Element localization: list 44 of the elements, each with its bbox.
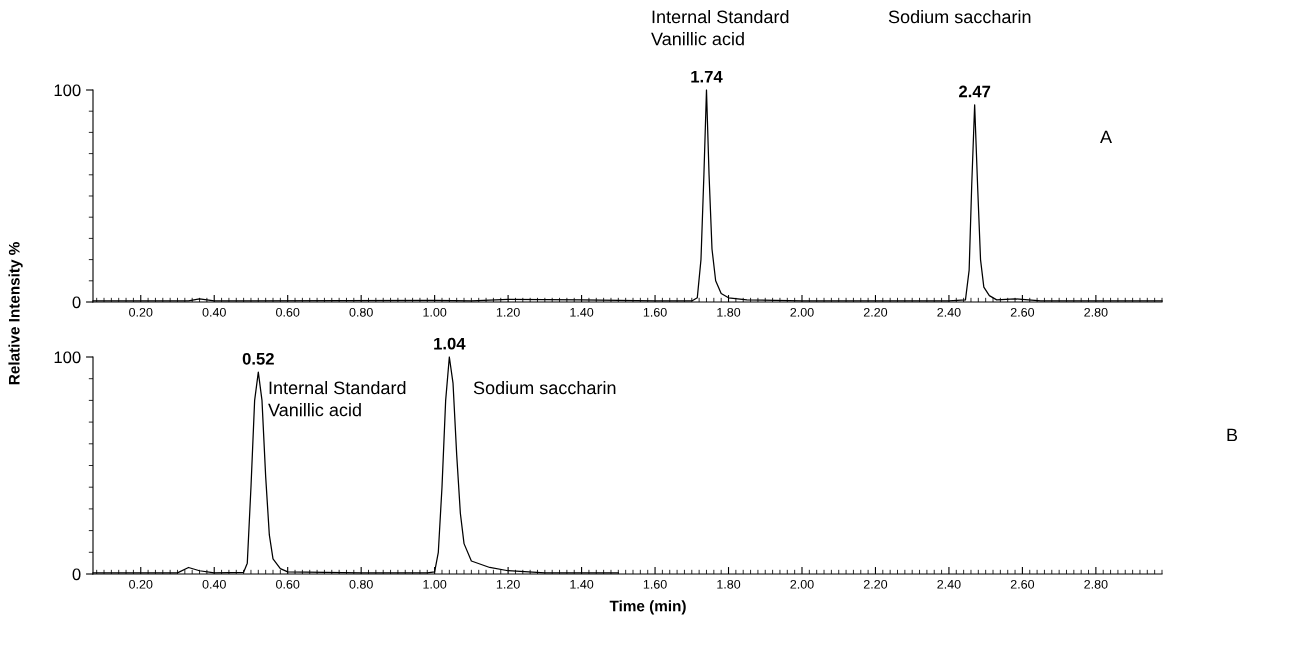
- x-tick-label: 1.40: [570, 579, 594, 589]
- text: Internal Standard Vanillic acid: [651, 10, 789, 46]
- x-tick-label: 2.00: [790, 579, 814, 589]
- x-tick-label: 1.80: [717, 579, 741, 589]
- x-tick-label: 1.00: [423, 579, 447, 589]
- x-tick-label: 1.20: [496, 307, 520, 317]
- x-tick-label: 2.40: [937, 579, 961, 589]
- x-tick-label: 0.40: [202, 579, 226, 589]
- x-tick-label: 1.00: [423, 307, 447, 317]
- x-tick-label: 2.80: [1084, 307, 1108, 317]
- x-tick-label: 1.60: [643, 307, 667, 317]
- x-tick-label: 0.80: [349, 579, 373, 589]
- x-tick-label: 2.60: [1010, 307, 1035, 317]
- x-axis-title: Time (min): [609, 600, 686, 615]
- x-tick-label: 1.60: [643, 579, 667, 589]
- y-tick-label: 100: [54, 84, 81, 97]
- x-tick-label: 2.40: [937, 307, 961, 317]
- x-tick-label: 2.20: [863, 579, 888, 589]
- x-tick-label: 0.20: [129, 579, 153, 589]
- x-tick-label: 2.60: [1010, 579, 1035, 589]
- y-tick-label: 0: [72, 568, 81, 581]
- x-tick-label: 1.80: [717, 307, 741, 317]
- text: Sodium saccharin: [888, 10, 1031, 24]
- y-tick-label: 0: [72, 296, 81, 309]
- x-tick-label: 2.20: [863, 307, 888, 317]
- annotation: Sodium saccharin: [473, 381, 616, 395]
- x-tick-label: 2.80: [1084, 579, 1108, 589]
- annotation: Internal Standard Vanillic acid: [268, 381, 406, 417]
- text: B: [1227, 428, 1238, 442]
- x-tick-label: 1.20: [496, 579, 520, 589]
- annotation: 1.04: [434, 337, 466, 350]
- annotation: A: [1100, 130, 1113, 144]
- annotation: 2.47: [959, 85, 991, 98]
- x-tick-label: 0.80: [349, 307, 373, 317]
- annotation: 0.52: [242, 352, 274, 365]
- x-tick-label: 2.00: [790, 307, 814, 317]
- x-tick-label: 0.40: [202, 307, 226, 317]
- x-tick-label: 0.60: [276, 307, 300, 317]
- y-tick-label: 100: [54, 351, 81, 364]
- x-tick-label: 1.40: [570, 307, 594, 317]
- annotation: 1.74: [691, 70, 723, 83]
- x-tick-label: 0.60: [276, 579, 300, 589]
- x-tick-label: 0.20: [129, 307, 153, 317]
- y-axis-title: Relative Intensity %: [8, 242, 23, 385]
